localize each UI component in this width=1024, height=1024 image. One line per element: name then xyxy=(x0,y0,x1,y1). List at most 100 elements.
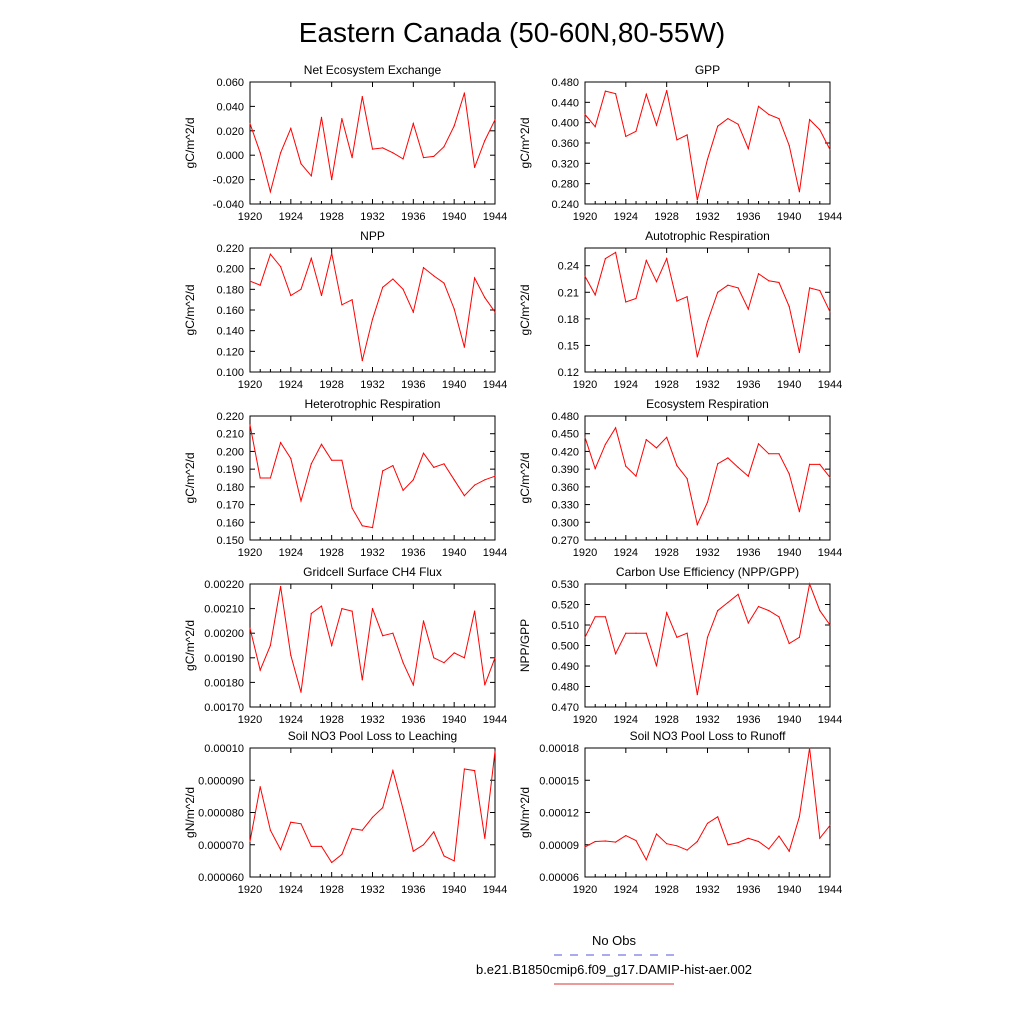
y-tick-label: 0.440 xyxy=(551,97,579,109)
data-point xyxy=(778,835,780,837)
y-tick-label: 0.330 xyxy=(551,500,579,512)
data-point xyxy=(727,601,729,604)
data-point xyxy=(666,612,668,614)
x-tick-label: 1924 xyxy=(279,547,303,559)
panel-title: GPP xyxy=(695,63,720,77)
data-point xyxy=(655,447,658,449)
data-point xyxy=(341,459,343,461)
x-tick-label: 1936 xyxy=(736,211,760,223)
chart-panel-10: Soil NO3 Pool Loss to Runoff gN/m^2/d 1920… xyxy=(518,729,842,896)
data-point xyxy=(604,258,607,260)
data-point xyxy=(320,443,323,445)
data-point xyxy=(778,453,780,455)
data-point xyxy=(433,275,435,277)
x-tick-label: 1920 xyxy=(238,884,262,896)
data-point xyxy=(443,463,445,465)
data-point xyxy=(635,839,637,842)
y-tick-label: 0.320 xyxy=(551,158,579,170)
x-tick-label: 1936 xyxy=(401,714,425,726)
y-tick-label: -0.020 xyxy=(213,175,244,187)
data-point xyxy=(392,465,394,467)
data-point xyxy=(249,280,251,282)
data-point xyxy=(594,840,596,843)
plot-frame xyxy=(249,583,496,708)
x-tick-label: 1932 xyxy=(360,884,384,896)
data-point xyxy=(433,466,435,468)
x-tick-label: 1920 xyxy=(573,547,597,559)
y-tick-label: 0.00012 xyxy=(539,808,579,820)
y-tick-label: 0.00015 xyxy=(539,775,579,787)
y-tick-label: 0.24 xyxy=(558,261,579,273)
data-point xyxy=(249,840,251,843)
data-point xyxy=(463,495,465,497)
data-point xyxy=(747,148,749,150)
data-point xyxy=(361,525,363,527)
data-point xyxy=(809,583,811,585)
data-point xyxy=(331,861,333,864)
y-axis-label: gC/m^2/d xyxy=(183,285,197,336)
y-tick-label: 0.12 xyxy=(558,367,579,379)
data-point xyxy=(809,119,811,121)
x-tick-label: 1928 xyxy=(654,547,678,559)
data-point xyxy=(706,501,709,503)
data-point xyxy=(341,304,343,306)
data-point xyxy=(604,90,607,92)
data-point xyxy=(798,191,801,193)
data-point xyxy=(269,191,271,193)
x-tick-label: 1940 xyxy=(442,379,466,391)
y-axis-label: gC/m^2/d xyxy=(183,118,197,169)
data-point xyxy=(310,612,312,615)
panel-title: Carbon Use Efficiency (NPP/GPP) xyxy=(616,565,799,579)
x-tick-label: 1920 xyxy=(573,714,597,726)
x-tick-label: 1944 xyxy=(818,211,842,223)
x-tick-label: 1940 xyxy=(777,379,801,391)
data-point xyxy=(300,288,302,290)
data-point xyxy=(443,662,445,664)
data-point xyxy=(494,657,496,659)
series-line xyxy=(249,586,496,693)
data-point xyxy=(290,294,292,297)
y-tick-label: 0.220 xyxy=(216,243,244,255)
data-point xyxy=(331,644,333,647)
data-point xyxy=(615,653,617,655)
y-tick-label: 0.420 xyxy=(551,446,579,458)
data-point xyxy=(645,859,647,861)
data-point xyxy=(584,846,586,848)
data-point xyxy=(310,845,312,848)
data-point xyxy=(494,475,496,477)
data-point xyxy=(727,284,729,286)
x-tick-label: 1920 xyxy=(238,379,262,391)
y-tick-label: 0.060 xyxy=(216,77,244,89)
series-line xyxy=(249,253,496,361)
y-tick-label: 0.170 xyxy=(216,500,244,512)
y-axis-label: NPP/GPP xyxy=(518,619,532,672)
data-point xyxy=(280,442,282,444)
y-tick-label: 0.00190 xyxy=(204,653,244,665)
data-point xyxy=(320,845,323,848)
data-point xyxy=(757,105,760,107)
data-point xyxy=(809,747,811,749)
data-point xyxy=(259,669,261,671)
data-point xyxy=(625,135,627,137)
data-point xyxy=(706,822,709,824)
series-line xyxy=(584,426,831,527)
plot-frame xyxy=(584,247,831,373)
data-point xyxy=(463,346,465,348)
data-point xyxy=(604,443,607,445)
data-point xyxy=(494,750,496,752)
plot-frame xyxy=(584,415,831,541)
data-point xyxy=(382,147,384,149)
data-point xyxy=(463,768,465,770)
data-point xyxy=(484,140,486,142)
chart-panel-2: GPP gC/m^2/d 1920 1924 1928 1932 1936 1940 1944 0… xyxy=(518,63,842,223)
x-tick-label: 1944 xyxy=(483,379,507,391)
y-tick-label: 0.00180 xyxy=(204,677,244,689)
panel-title: Soil NO3 Pool Loss to Runoff xyxy=(630,729,787,743)
data-point xyxy=(747,308,749,310)
chart-panel-8: Carbon Use Efficiency (NPP/GPP) NPP/GPP 19… xyxy=(518,565,842,726)
plot-frame xyxy=(584,747,831,878)
series-line xyxy=(584,251,831,358)
data-point xyxy=(382,635,384,637)
y-tick-label: 0.00006 xyxy=(539,872,579,884)
data-point xyxy=(494,119,496,121)
